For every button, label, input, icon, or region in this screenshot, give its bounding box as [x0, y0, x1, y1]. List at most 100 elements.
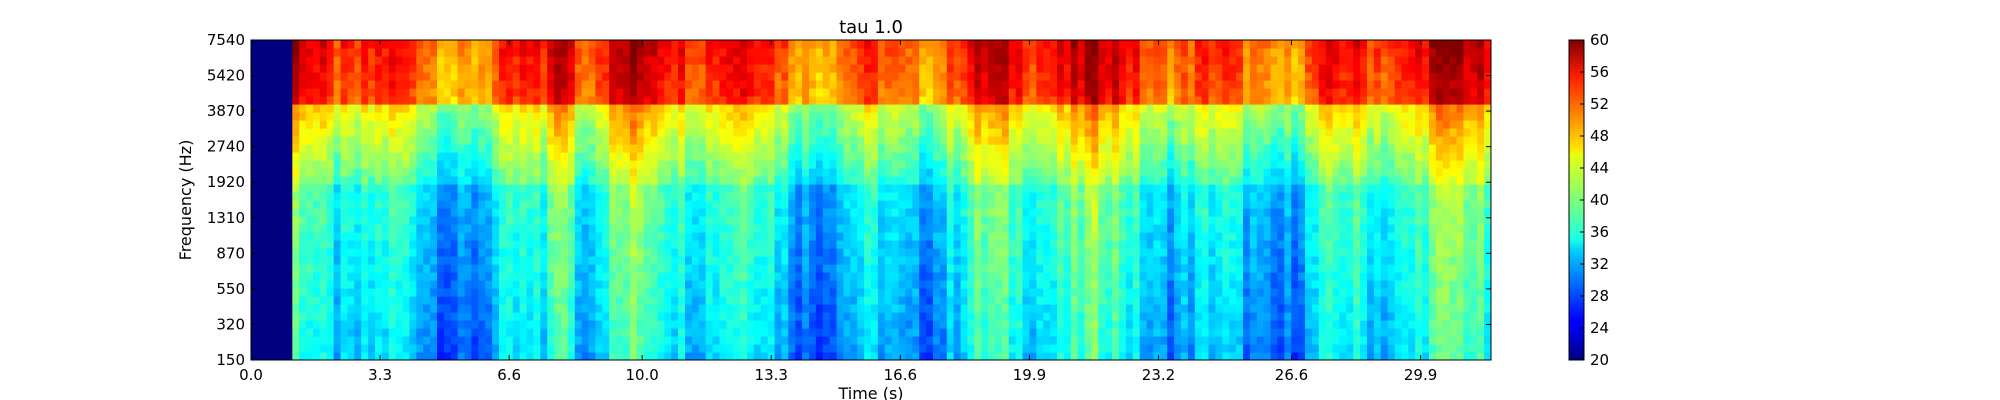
heatmap-cell — [485, 192, 493, 201]
heatmap-cell — [1001, 200, 1010, 209]
heatmap-cell — [1029, 64, 1037, 73]
heatmap-cell — [561, 56, 569, 65]
heatmap-cell — [1077, 336, 1086, 345]
heatmap-cell — [629, 48, 638, 57]
heatmap-cell — [1036, 240, 1044, 249]
heatmap-cell — [574, 248, 583, 257]
heatmap-cell — [499, 88, 507, 97]
heatmap-cell — [278, 336, 287, 345]
heatmap-cell — [354, 120, 362, 129]
heatmap-cell — [1029, 128, 1037, 137]
heatmap-cell — [664, 232, 672, 241]
heatmap-cell — [299, 352, 307, 360]
heatmap-cell — [485, 232, 493, 241]
heatmap-cell — [671, 264, 679, 273]
heatmap-cell — [278, 72, 287, 81]
heatmap-cell — [712, 176, 721, 185]
heatmap-cell — [898, 184, 907, 193]
heatmap-cell — [1105, 88, 1113, 97]
heatmap-cell — [395, 208, 404, 217]
heatmap-cell — [616, 88, 624, 97]
heatmap-cell — [643, 176, 652, 185]
heatmap-cell — [912, 72, 920, 81]
heatmap-cell — [540, 48, 548, 57]
heatmap-cell — [850, 280, 858, 289]
heatmap-cell — [891, 256, 900, 265]
heatmap-cell — [974, 352, 982, 360]
heatmap-cell — [939, 176, 948, 185]
heatmap-cell — [1057, 280, 1065, 289]
heatmap-cell — [423, 144, 431, 153]
heatmap-cell — [995, 352, 1003, 360]
heatmap-cell — [747, 280, 755, 289]
heatmap-cell — [340, 88, 349, 97]
heatmap-cell — [285, 168, 293, 177]
heatmap-cell — [595, 184, 603, 193]
heatmap-cell — [567, 80, 576, 89]
heatmap-cell — [1001, 192, 1010, 201]
heatmap-cell — [437, 272, 445, 281]
heatmap-cell — [251, 64, 259, 73]
heatmap-cell — [547, 344, 555, 353]
heatmap-cell — [354, 240, 362, 249]
heatmap-cell — [423, 88, 431, 97]
heatmap-cell — [939, 224, 948, 233]
heatmap-cell — [457, 168, 466, 177]
heatmap-cell — [664, 328, 672, 337]
heatmap-cell — [953, 168, 962, 177]
heatmap-cell — [478, 80, 486, 89]
heatmap-cell — [609, 256, 617, 265]
heatmap-cell — [657, 216, 665, 225]
heatmap-cell — [733, 176, 741, 185]
heatmap-cell — [629, 200, 638, 209]
heatmap-cell — [485, 296, 493, 305]
heatmap-cell — [567, 272, 576, 281]
heatmap-cell — [953, 256, 962, 265]
heatmap-cell — [712, 104, 721, 113]
heatmap-cell — [381, 296, 390, 305]
heatmap-cell — [857, 272, 865, 281]
heatmap-cell — [1105, 192, 1113, 201]
heatmap-cell — [292, 80, 300, 89]
heatmap-cell — [450, 320, 459, 329]
heatmap-cell — [395, 352, 404, 360]
heatmap-cell — [671, 296, 679, 305]
heatmap-cell — [733, 320, 741, 329]
heatmap-cell — [1029, 304, 1037, 313]
heatmap-cell — [423, 48, 431, 57]
heatmap-cell — [464, 352, 473, 360]
heatmap-cell — [319, 352, 328, 360]
heatmap-cell — [1015, 208, 1024, 217]
heatmap-cell — [464, 96, 473, 105]
heatmap-cell — [1043, 192, 1051, 201]
heatmap-cell — [933, 240, 941, 249]
heatmap-cell — [512, 136, 521, 145]
heatmap-cell — [946, 40, 955, 49]
heatmap-cell — [643, 224, 652, 233]
heatmap-cell — [1084, 224, 1093, 233]
heatmap-cell — [671, 152, 679, 161]
heatmap-cell — [257, 104, 266, 113]
heatmap-cell — [567, 288, 576, 297]
heatmap-cell — [1063, 88, 1072, 97]
heatmap-cell — [616, 288, 624, 297]
heatmap-cell — [767, 184, 776, 193]
heatmap-cell — [319, 312, 328, 321]
heatmap-cell — [285, 40, 293, 49]
heatmap-cell — [299, 296, 307, 305]
heatmap-cell — [313, 160, 321, 169]
heatmap-cell — [760, 56, 769, 65]
heatmap-cell — [1050, 168, 1058, 177]
heatmap-cell — [740, 248, 748, 257]
heatmap-cell — [967, 344, 975, 353]
heatmap-cell — [492, 256, 500, 265]
heatmap-cell — [919, 136, 927, 145]
heatmap-cell — [843, 160, 851, 169]
heatmap-cell — [319, 224, 328, 233]
heatmap-cell — [795, 256, 803, 265]
heatmap-cell — [368, 184, 376, 193]
heatmap-cell — [526, 248, 535, 257]
heatmap-cell — [285, 272, 293, 281]
heatmap-cell — [609, 184, 617, 193]
heatmap-cell — [698, 296, 707, 305]
